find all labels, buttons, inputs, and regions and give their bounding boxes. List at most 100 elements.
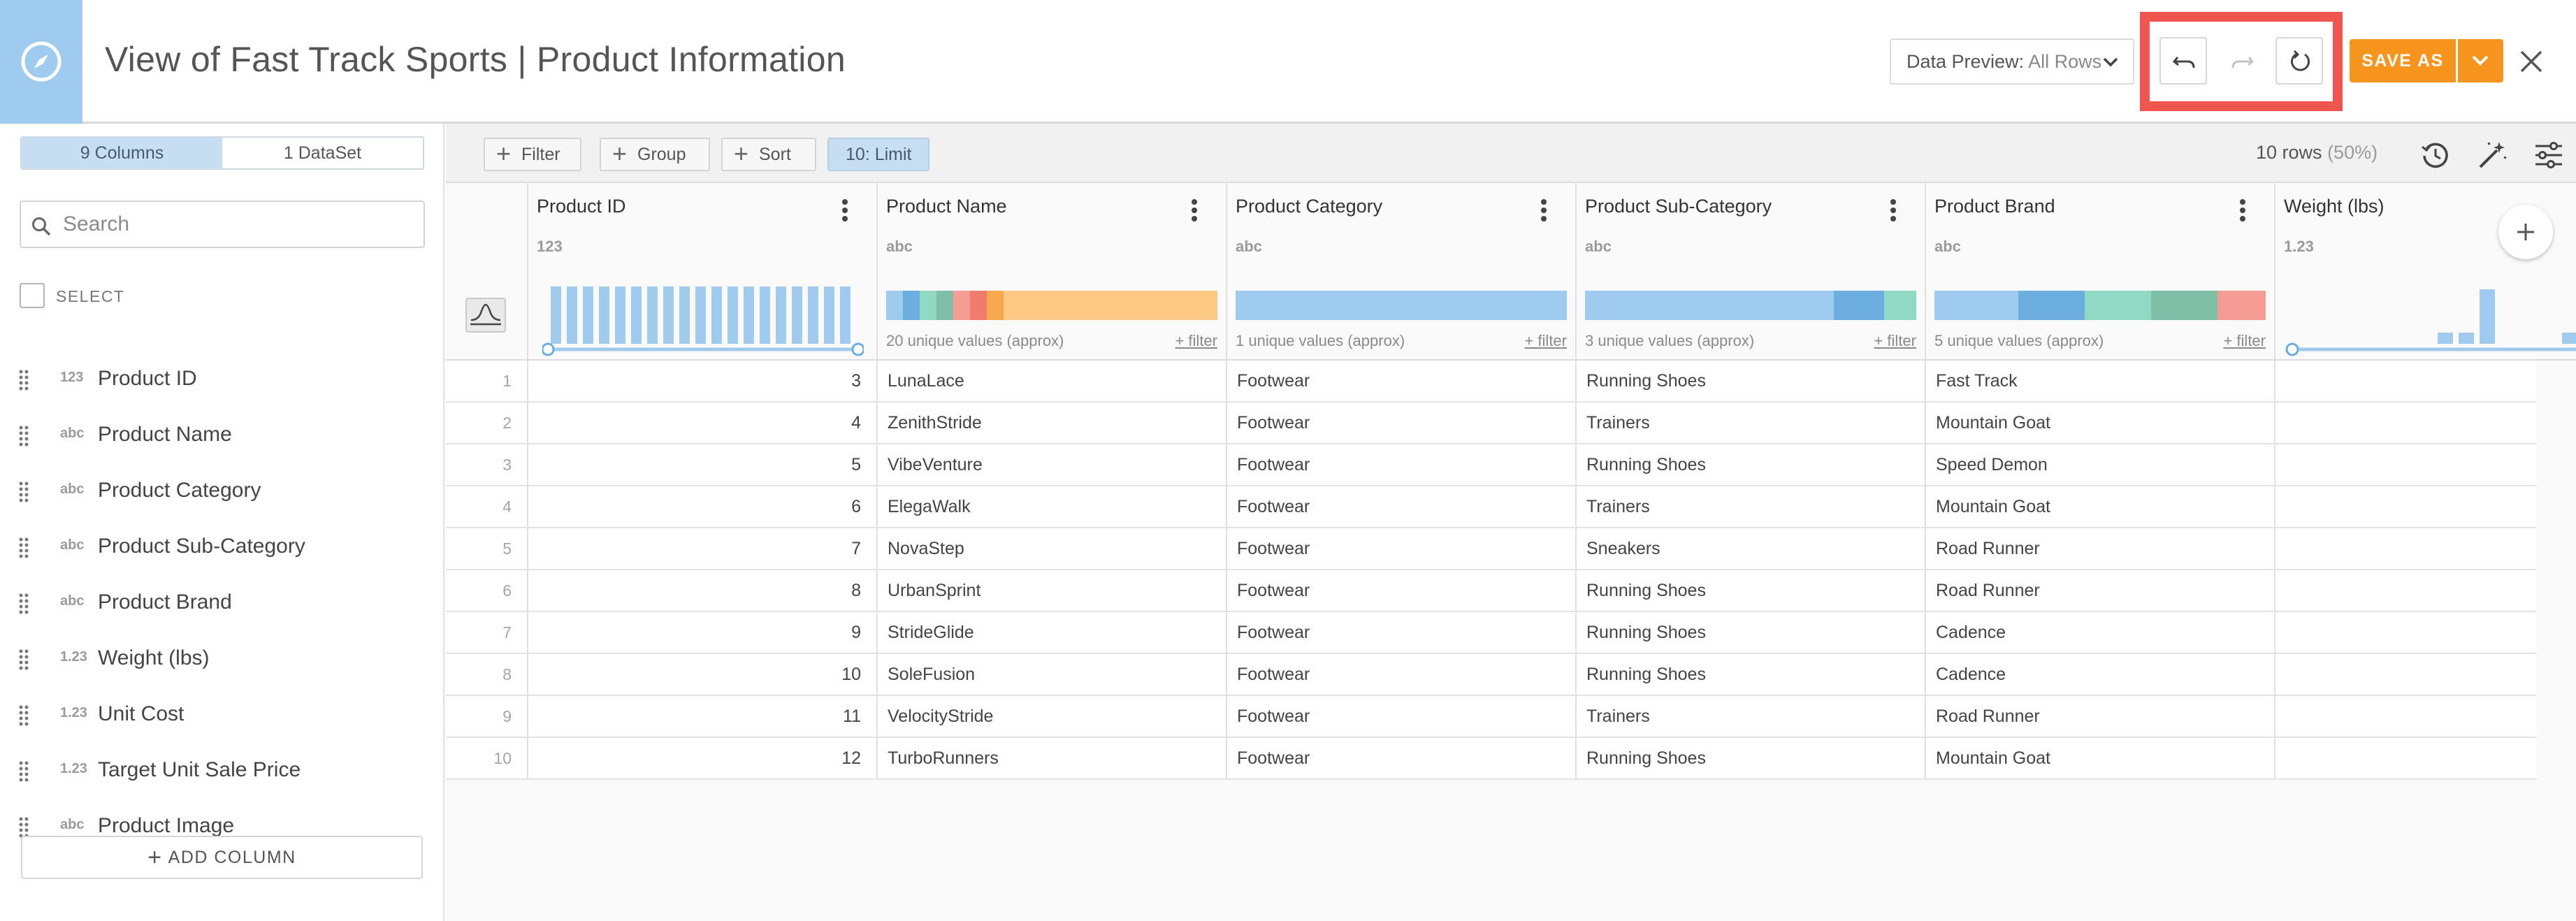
column-list-item[interactable]: 1.23 Target Unit Sale Price bbox=[0, 743, 444, 799]
add-filter-link[interactable]: + filter bbox=[1175, 332, 1217, 349]
table-row[interactable]: 2 4 ZenithStride Footwear Trainers Mountain G… bbox=[446, 403, 2537, 444]
table-cell: Footwear bbox=[1227, 403, 1577, 444]
table-row[interactable]: 5 7 NovaStep Footwear Sneakers Road Runner bbox=[446, 528, 2537, 570]
table-row[interactable]: 10 12 TurboRunners Footwear Running Shoes Mou… bbox=[446, 738, 2537, 780]
table-cell bbox=[2275, 612, 2576, 654]
column-type-badge: 123 bbox=[537, 238, 563, 255]
column-list-item[interactable]: abc Product Category bbox=[0, 463, 444, 519]
drag-handle-icon[interactable] bbox=[19, 370, 29, 391]
add-filter-link[interactable]: + filter bbox=[2223, 332, 2266, 349]
column-menu-icon[interactable] bbox=[1540, 198, 1547, 222]
table-cell: UrbanSprint bbox=[878, 570, 1227, 612]
drag-handle-icon[interactable] bbox=[19, 817, 29, 838]
table-row[interactable]: 3 5 VibeVenture Footwear Running Shoes Speed … bbox=[446, 444, 2537, 486]
column-menu-icon[interactable] bbox=[1191, 198, 1198, 222]
search-input[interactable] bbox=[61, 209, 411, 240]
table-cell: NovaStep bbox=[878, 528, 1227, 570]
column-list-item[interactable]: 123 Product ID bbox=[0, 351, 444, 407]
tab-datasets[interactable]: 1 DataSet bbox=[283, 143, 362, 163]
column-header[interactable]: Product Name abc bbox=[878, 183, 1227, 273]
table-cell: Mountain Goat bbox=[1926, 486, 2275, 528]
table-row[interactable]: 6 8 UrbanSprint Footwear Running Shoes Road R… bbox=[446, 570, 2537, 612]
column-menu-icon[interactable] bbox=[841, 198, 848, 222]
column-list-item[interactable]: abc Product Name bbox=[0, 407, 444, 463]
column-type-badge: abc bbox=[60, 426, 85, 441]
drag-handle-icon[interactable] bbox=[19, 705, 29, 726]
product-category-value-bar bbox=[1236, 291, 1567, 320]
drag-handle-icon[interactable] bbox=[19, 481, 29, 502]
table-row[interactable]: 4 6 ElegaWalk Footwear Trainers Mountain Goat bbox=[446, 486, 2537, 528]
add-filter-link[interactable]: + filter bbox=[1524, 332, 1567, 349]
drag-handle-icon[interactable] bbox=[19, 537, 29, 558]
table-cell: Footwear bbox=[1227, 738, 1577, 780]
filter-button[interactable]: + Filter bbox=[484, 138, 581, 171]
history-icon[interactable] bbox=[2419, 139, 2452, 171]
column-header[interactable]: Product Brand abc bbox=[1926, 183, 2275, 273]
column-type-badge: abc bbox=[60, 537, 85, 553]
table-row[interactable]: 1 3 LunaLace Footwear Running Shoes Fast Trac… bbox=[446, 361, 2537, 403]
add-column-label: ADD COLUMN bbox=[168, 848, 296, 867]
settings-sliders-icon[interactable] bbox=[2533, 139, 2565, 171]
table-cell: 5 bbox=[528, 444, 878, 486]
close-button[interactable] bbox=[2517, 48, 2545, 75]
product-sub-category-value-bar bbox=[1585, 291, 1916, 320]
table-row[interactable]: 9 11 VelocityStride Footwear Trainers Road Ru… bbox=[446, 696, 2537, 738]
magic-wand-icon[interactable] bbox=[2476, 139, 2508, 171]
add-column-fab[interactable] bbox=[2498, 205, 2553, 259]
row-number: 10 bbox=[446, 738, 528, 780]
sort-button[interactable]: + Sort bbox=[721, 138, 816, 171]
column-name: Product Category bbox=[98, 479, 261, 502]
table-cell: Running Shoes bbox=[1577, 612, 1926, 654]
table-row[interactable]: 8 10 SoleFusion Footwear Running Shoes Cadenc… bbox=[446, 654, 2537, 696]
select-all-checkbox[interactable] bbox=[20, 283, 45, 308]
drag-handle-icon[interactable] bbox=[19, 761, 29, 782]
column-list-item[interactable]: abc Product Sub-Category bbox=[0, 519, 444, 575]
column-list-item[interactable]: 1.23 Weight (lbs) bbox=[0, 631, 444, 687]
column-type-badge: abc bbox=[886, 238, 913, 255]
table-cell bbox=[2275, 738, 2576, 780]
drag-handle-icon[interactable] bbox=[19, 426, 29, 447]
column-header[interactable]: Product Category abc bbox=[1227, 183, 1577, 273]
column-list-item[interactable]: 1.23 Unit Cost bbox=[0, 687, 444, 743]
table-cell: Footwear bbox=[1227, 486, 1577, 528]
add-filter-link[interactable]: + filter bbox=[1874, 332, 1916, 349]
table-cell bbox=[2275, 486, 2576, 528]
limit-button[interactable]: 10: Limit bbox=[827, 138, 930, 171]
redo-button[interactable] bbox=[2217, 37, 2264, 85]
add-column-button[interactable]: + ADD COLUMN bbox=[21, 836, 423, 879]
column-type-badge: 1.23 bbox=[60, 649, 87, 665]
drag-handle-icon[interactable] bbox=[19, 649, 29, 670]
table-cell: 12 bbox=[528, 738, 878, 780]
column-list-item[interactable]: abc Product Brand bbox=[0, 575, 444, 631]
profile-toggle-button[interactable] bbox=[465, 298, 506, 333]
undo-button[interactable] bbox=[2159, 37, 2207, 85]
group-button[interactable]: + Group bbox=[600, 138, 710, 171]
table-cell: Cadence bbox=[1926, 612, 2275, 654]
table-cell bbox=[2275, 403, 2576, 444]
chevron-down-icon bbox=[2472, 55, 2489, 66]
compass-logo-icon[interactable] bbox=[0, 0, 82, 124]
table-cell: Mountain Goat bbox=[1926, 738, 2275, 780]
column-menu-icon[interactable] bbox=[1890, 198, 1897, 222]
tab-columns[interactable]: 9 Columns bbox=[22, 138, 222, 168]
table-cell: Footwear bbox=[1227, 528, 1577, 570]
unique-values-label: 3 unique values (approx) bbox=[1585, 332, 1755, 349]
plus-icon: + bbox=[612, 139, 628, 168]
drag-handle-icon[interactable] bbox=[19, 593, 29, 614]
table-cell: Running Shoes bbox=[1577, 444, 1926, 486]
save-options-button[interactable] bbox=[2458, 39, 2503, 82]
table-row[interactable]: 7 9 StrideGlide Footwear Running Shoes Cadenc… bbox=[446, 612, 2537, 654]
data-preview-select[interactable]: Data Preview: All Rows bbox=[1890, 38, 2134, 85]
column-header[interactable]: Product ID 123 bbox=[528, 183, 878, 273]
table-cell: Footwear bbox=[1227, 696, 1577, 738]
column-list-item[interactable]: abc Product Image bbox=[0, 799, 444, 855]
reset-button[interactable] bbox=[2275, 37, 2323, 85]
row-number: 9 bbox=[446, 696, 528, 738]
product-brand-value-bar bbox=[1934, 291, 2266, 320]
table-cell: Road Runner bbox=[1926, 528, 2275, 570]
column-header[interactable]: Product Sub-Category abc bbox=[1577, 183, 1926, 273]
save-as-button[interactable]: SAVE AS bbox=[2350, 39, 2456, 82]
search-icon bbox=[32, 217, 51, 236]
column-menu-icon[interactable] bbox=[2239, 198, 2246, 222]
profile-product-sub-category: 3 unique values (approx) + filter bbox=[1577, 273, 1926, 361]
